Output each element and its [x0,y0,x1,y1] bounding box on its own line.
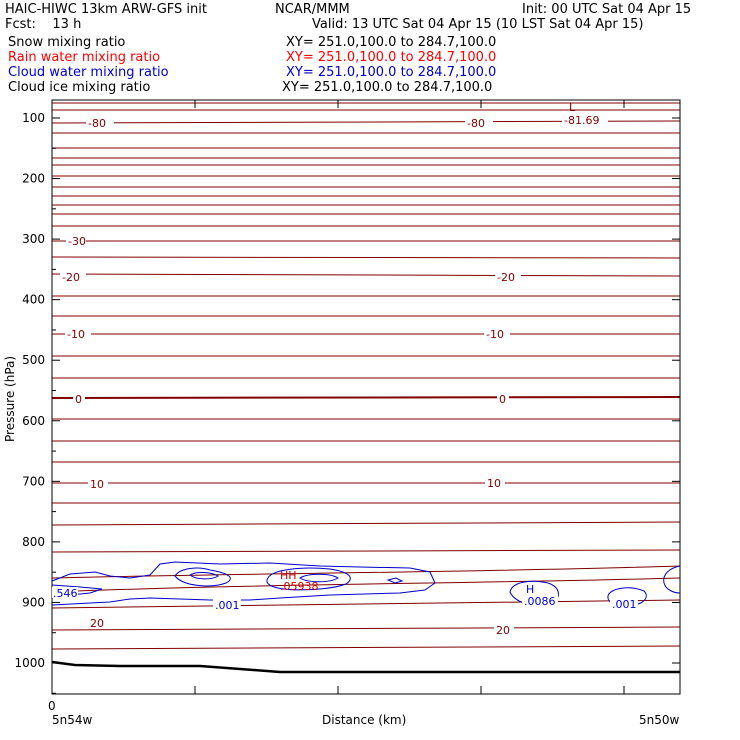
cloud-water-label: .001 [612,598,637,611]
cloud-water-max-label: .05938 [280,580,319,593]
isotherm-line [51,460,681,463]
plot-title: HAIC-HIWC 13km ARW-GFS init [5,2,207,17]
cloud-water-contour-loop-2 [189,572,219,580]
cloud-water-contour-loop-3 [266,567,351,591]
isotherm-labels: -80 -80 -81.69 L -30 -20 -20 -10 -10 0 0… [60,101,608,637]
isotherm-line [51,626,681,631]
y-tick-label: 400 [22,293,45,307]
isotherm-label: -10 [67,328,85,341]
legend-cloud-water-xy: XY= 251.0,100.0 to 284.7,100.0 [286,65,497,80]
y-tick-label: 100 [22,111,45,125]
isotherm-label-min: -81.69 [564,114,599,127]
isotherm-line [51,131,681,134]
isotherm-line [51,645,681,650]
x-axis-label: Distance (km) [322,713,406,727]
isotherm-line [51,101,681,104]
isotherm-line [51,256,681,259]
isotherm-line [51,599,681,609]
x-tick-zero: 0 [48,699,56,713]
isotherm-line [51,332,681,335]
isotherm-line [51,395,681,399]
isotherm-label: -10 [486,328,504,341]
cloud-water-contour-loop-5 [386,577,404,584]
forecast-hour: Fcst: 13 h [5,17,82,32]
y-tick-label: 900 [22,595,45,609]
legend-cloud-ice-xy: XY= 251.0,100.0 to 284.7,100.0 [282,80,493,95]
isotherm-line [51,213,681,216]
y-tick-label: 800 [22,535,45,549]
plot-institution: NCAR/MMM [275,2,350,17]
low-marker: L [569,101,576,114]
y-tick-label: 300 [22,232,45,246]
isotherm-line [51,377,681,380]
isotherm-line [51,440,681,443]
y-axis-label: Pressure (hPa) [3,356,17,442]
cloud-water-contour-edge [663,565,681,594]
isotherm-label: -20 [62,271,80,284]
isotherm-label: 10 [487,477,501,490]
isotherm-line [51,194,681,197]
isotherm-label: -80 [467,117,485,130]
init-time: Init: 00 UTC Sat 04 Apr 15 [522,2,692,17]
isotherm-label: 0 [75,393,82,406]
cloud-water-contour-loop-4 [299,573,339,583]
y-tick-label: 700 [22,474,45,488]
isotherm-line [51,521,681,526]
isotherm-label: -30 [68,235,86,248]
isotherm-line [51,565,681,579]
isotherm-line [51,157,681,160]
plot-frame [51,99,681,695]
isotherm-label: -80 [88,117,106,130]
isotherm-label: 10 [90,478,104,491]
isotherm-line [51,315,681,318]
isotherm-line [51,549,681,553]
x-right-location: 5n50w [639,713,680,727]
y-tick-label: 200 [22,172,45,186]
legend-snow: Snow mixing ratio [8,35,126,50]
cloud-water-contour-outer [51,561,436,606]
cloud-water-label: .0086 [524,595,556,608]
isotherm-label: 0 [499,393,506,406]
terrain-surface-line [51,660,680,674]
cloud-water-label: .001 [215,599,240,612]
legend-cloud-ice: Cloud ice mixing ratio [8,80,151,95]
isotherm-line [51,502,681,505]
isotherm-line [51,186,681,189]
legend-snow-xy: XY= 251.0,100.0 to 284.7,100.0 [286,35,497,50]
isotherm-line [51,224,681,227]
isotherm-label: 20 [496,624,510,637]
y-tick-label: 1000 [14,656,45,670]
isotherm-line [51,163,681,166]
cloud-water-high-marker: H [526,583,534,596]
cloud-water-label: .546 [53,587,78,600]
valid-time: Valid: 13 UTC Sat 04 Apr 15 (10 LST Sat … [312,17,644,32]
isotherm-line [51,273,681,277]
cloud-water-labels: .546 .001 H .0086 .001 HH .05938 [52,569,638,612]
isotherm-line [51,577,681,593]
legend-rain: Rain water mixing ratio [8,50,161,65]
x-left-location: 5n54w [52,713,93,727]
x-axis [51,100,681,694]
cloud-water-contour-loop-1 [174,567,231,587]
legend-rain-xy: XY= 251.0,100.0 to 284.7,100.0 [286,50,497,65]
isotherm-label: 20 [90,617,104,630]
isotherm-label: -20 [497,271,515,284]
y-tick-label: 500 [22,353,45,367]
y-tick-label: 600 [22,414,45,428]
cloud-water-high-marker-pair: HH [280,569,297,582]
legend-cloud-water: Cloud water mixing ratio [8,65,169,80]
